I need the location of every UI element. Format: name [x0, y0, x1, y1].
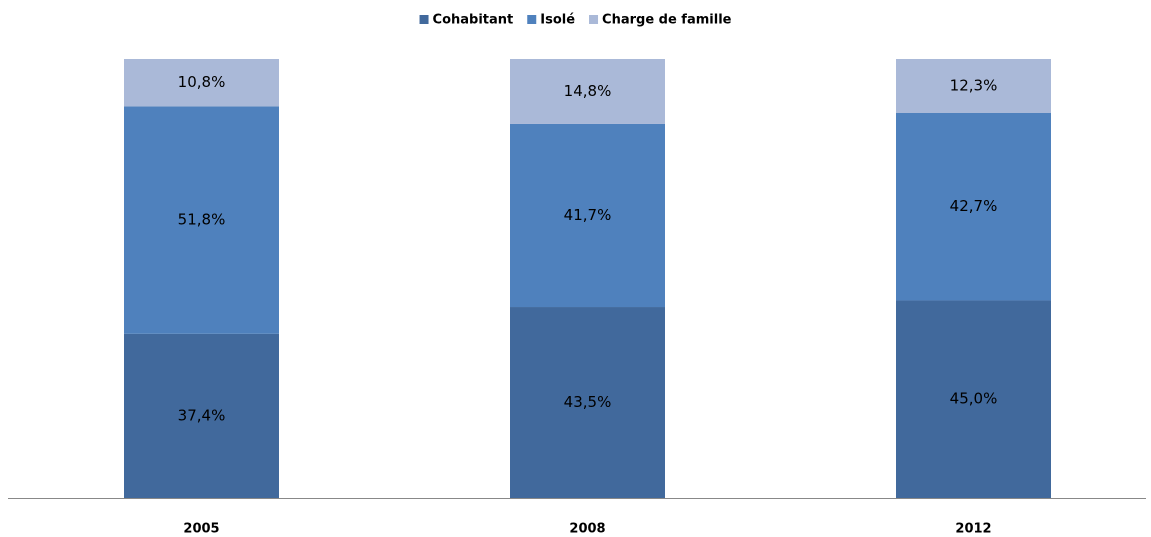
x-tick-label: 2008	[569, 522, 605, 537]
bar-segment	[510, 307, 665, 498]
bar-segment	[896, 59, 1051, 113]
value-label: 14,8%	[564, 82, 612, 100]
x-tick-label: 2005	[183, 522, 219, 537]
legend-label: Cohabitant	[433, 13, 514, 28]
value-label: 43,5%	[564, 393, 612, 411]
bar-segment	[124, 59, 279, 107]
value-label: 37,4%	[178, 406, 226, 424]
bar-segment	[124, 333, 279, 498]
value-label: 12,3%	[950, 76, 998, 94]
value-label: 42,7%	[950, 197, 998, 215]
legend-label: Isolé	[540, 13, 575, 28]
bar-segment	[124, 106, 279, 334]
bar-segment	[510, 59, 665, 124]
bar-segment	[896, 112, 1051, 301]
legend-swatch	[527, 15, 537, 24]
legend-swatch	[419, 15, 429, 24]
bar-segment	[896, 300, 1051, 498]
value-label: 45,0%	[950, 390, 998, 408]
value-label: 10,8%	[178, 73, 226, 91]
bar-segment	[510, 123, 665, 308]
x-tick-label: 2012	[955, 522, 991, 537]
legend-label: Charge de famille	[602, 13, 732, 28]
legend-swatch	[589, 15, 599, 24]
value-label: 41,7%	[564, 206, 612, 224]
value-label: 51,8%	[178, 211, 226, 229]
